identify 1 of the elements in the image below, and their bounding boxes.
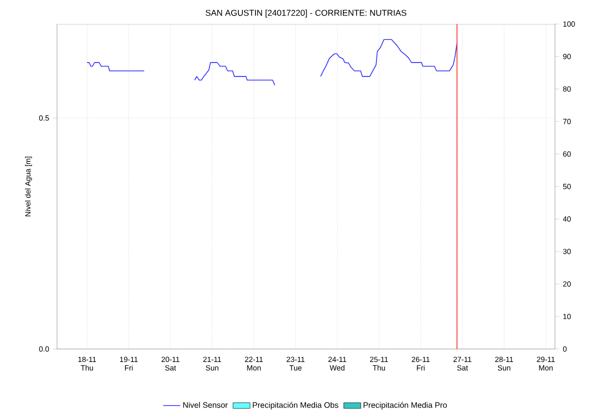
chart-title: SAN AGUSTIN [24017220] - CORRIENTE: NUTRIAS (206, 9, 406, 18)
